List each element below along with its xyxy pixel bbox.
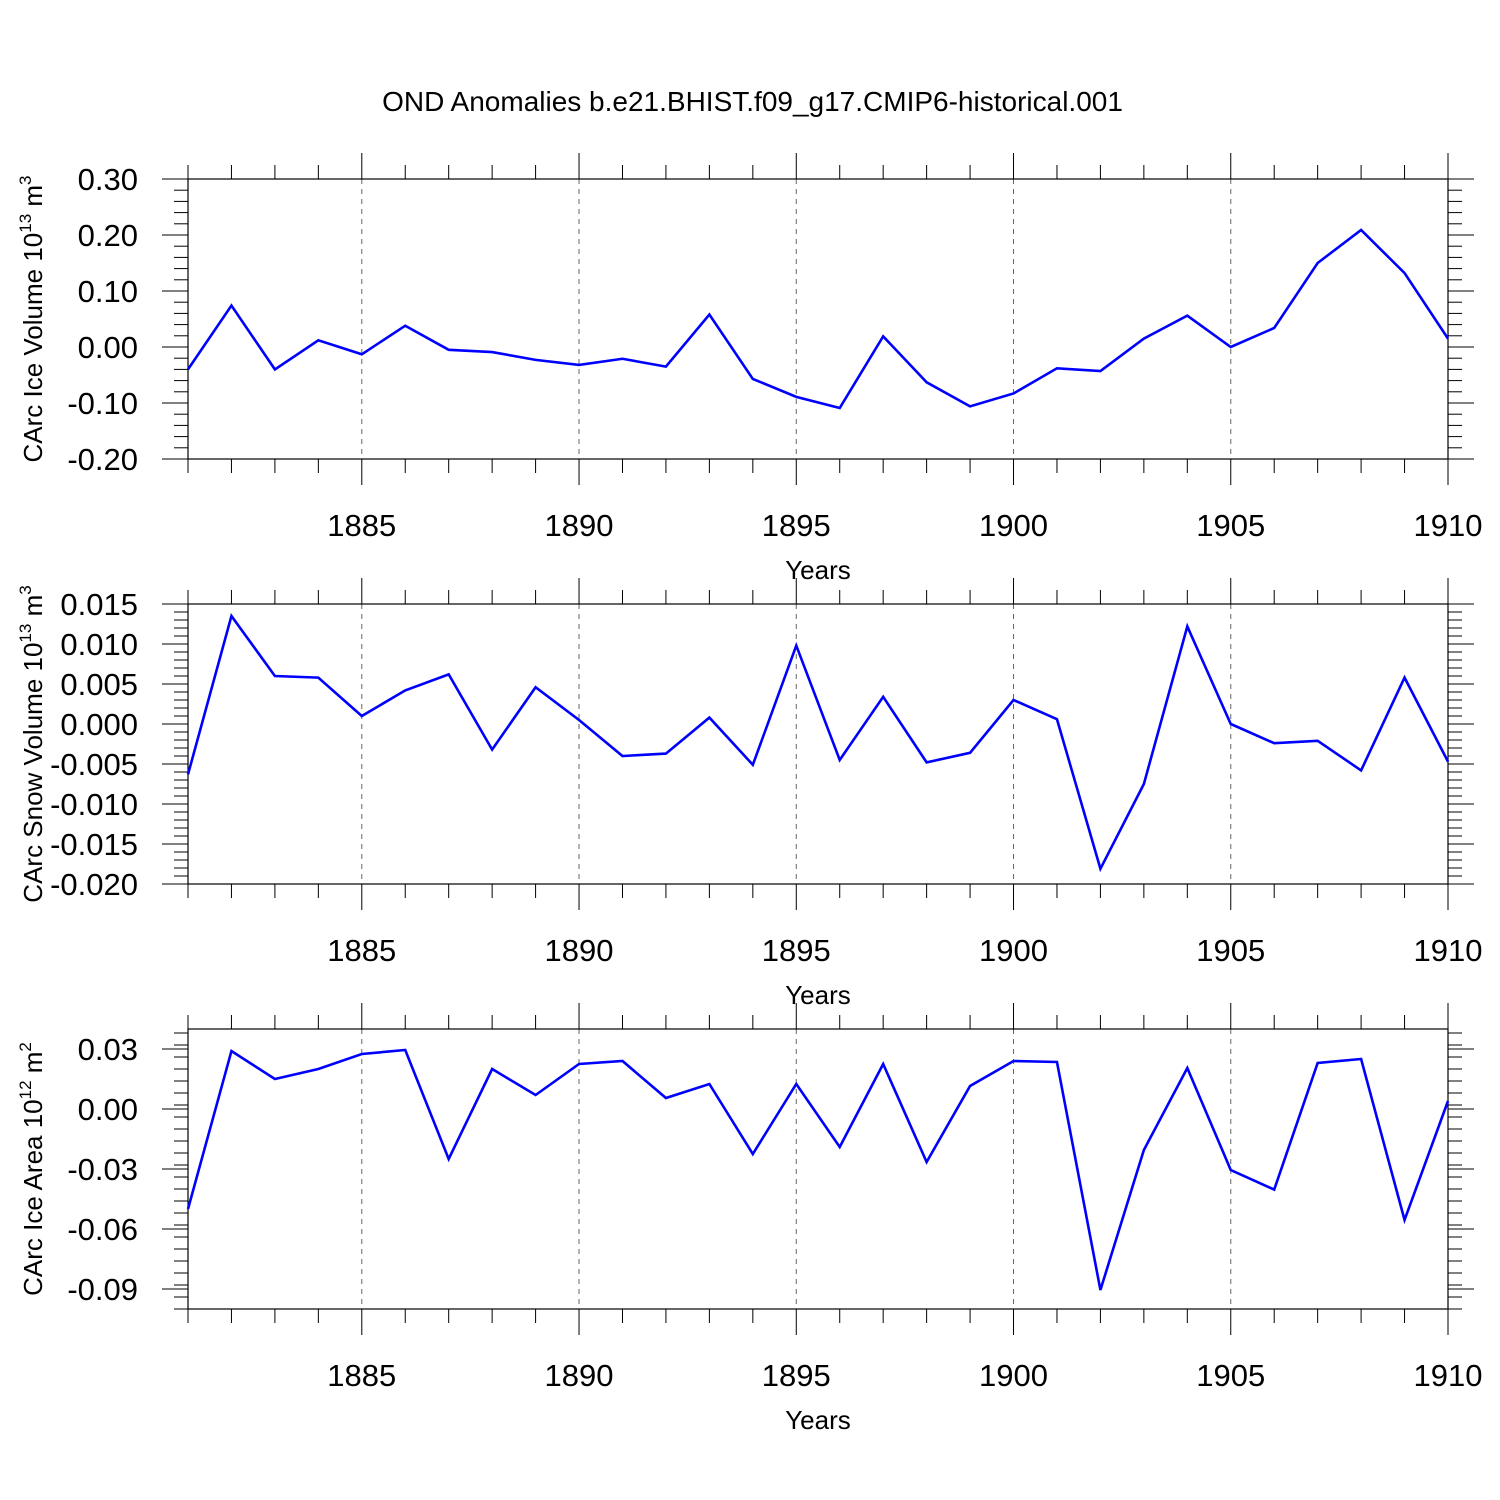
y-axis-label-part: 13 (16, 624, 35, 643)
plot-frame (187, 1028, 1449, 1310)
x-tick-label: 1900 (979, 933, 1048, 968)
x-tick-label: 1910 (1414, 508, 1483, 543)
x-tick-label: 1910 (1414, 1358, 1483, 1393)
x-tick-label: 1895 (762, 1358, 831, 1393)
y-axis-label: CArc Snow Volume 1013 m3 (16, 585, 48, 902)
y-axis-label-part: CArc Ice Volume 10 (18, 233, 48, 463)
y-axis-label-part: 13 (16, 214, 35, 233)
y-tick-label: 0.30 (78, 162, 138, 197)
y-tick-label: -0.09 (67, 1272, 138, 1307)
y-tick-label: -0.03 (67, 1152, 138, 1187)
panel-snow-volume: 1885 1890 1895 1900 1905 1910 0.015 0.010 0.005 0… (16, 578, 1482, 1010)
y-axis-label-part: CArc Snow Volume 10 (18, 643, 48, 903)
x-axis-label: Years (785, 555, 851, 585)
chart-title: OND Anomalies b.e21.BHIST.f09_g17.CMIP6-… (382, 86, 1123, 117)
y-tick-label: 0.015 (60, 587, 138, 622)
x-tick-label: 1895 (762, 508, 831, 543)
y-tick-label: 0.00 (78, 330, 138, 365)
series-line (186, 1048, 1450, 1291)
x-tick-label: 1890 (545, 1358, 614, 1393)
x-tick-label: 1910 (1414, 933, 1483, 968)
y-axis-label-part: 3 (16, 585, 35, 594)
x-tick-label: 1895 (762, 933, 831, 968)
x-axis-label: Years (785, 1405, 851, 1435)
panel-ice-area: 1885 1890 1895 1900 1905 1910 0.03 0.00 -0.03 -0.… (16, 1003, 1482, 1435)
y-tick-label: 0.10 (78, 274, 138, 309)
y-tick-label: -0.06 (67, 1212, 138, 1247)
y-axis-label: CArc Ice Volume 1013 m3 (16, 175, 48, 462)
x-tick-label: 1885 (327, 933, 396, 968)
x-tick-label: 1905 (1196, 1358, 1265, 1393)
y-tick-label: -0.010 (50, 787, 138, 822)
y-tick-label: 0.20 (78, 218, 138, 253)
y-axis-label-part: 3 (16, 175, 35, 184)
x-tick-label: 1900 (979, 508, 1048, 543)
y-tick-label: 0.00 (78, 1092, 138, 1127)
x-tick-label: 1905 (1196, 933, 1265, 968)
y-tick-label: 0.010 (60, 627, 138, 662)
x-tick-label: 1885 (327, 508, 396, 543)
x-axis-label: Years (785, 980, 851, 1010)
series-line (186, 228, 1450, 410)
plot-frame (187, 178, 1449, 460)
y-tick-label: -0.20 (67, 442, 138, 477)
y-tick-label: -0.10 (67, 386, 138, 421)
y-tick-label: 0.03 (78, 1032, 138, 1067)
y-tick-label: -0.005 (50, 747, 138, 782)
y-axis-label-part: 12 (16, 1080, 35, 1099)
plot-frame (187, 603, 1449, 885)
y-axis-label-part: m (18, 185, 48, 214)
x-tick-label: 1905 (1196, 508, 1265, 543)
y-tick-label: -0.020 (50, 867, 138, 902)
x-tick-label: 1900 (979, 1358, 1048, 1393)
y-tick-label: 0.005 (60, 667, 138, 702)
y-tick-label: -0.015 (50, 827, 138, 862)
x-tick-label: 1890 (545, 933, 614, 968)
y-axis-label-part: m (18, 595, 48, 624)
panel-ice-volume: 1885 1890 1895 1900 1905 1910 0.30 0.20 0.10 0.00… (16, 153, 1482, 585)
y-axis-label: CArc Ice Area 1012 m2 (16, 1042, 48, 1296)
y-axis-label-part: CArc Ice Area 10 (18, 1099, 48, 1296)
y-tick-label: 0.000 (60, 707, 138, 742)
y-axis-label-part: m (18, 1052, 48, 1081)
y-axis-label-part: 2 (16, 1042, 35, 1051)
x-tick-label: 1885 (327, 1358, 396, 1393)
series-line (186, 613, 1450, 873)
x-tick-label: 1890 (545, 508, 614, 543)
